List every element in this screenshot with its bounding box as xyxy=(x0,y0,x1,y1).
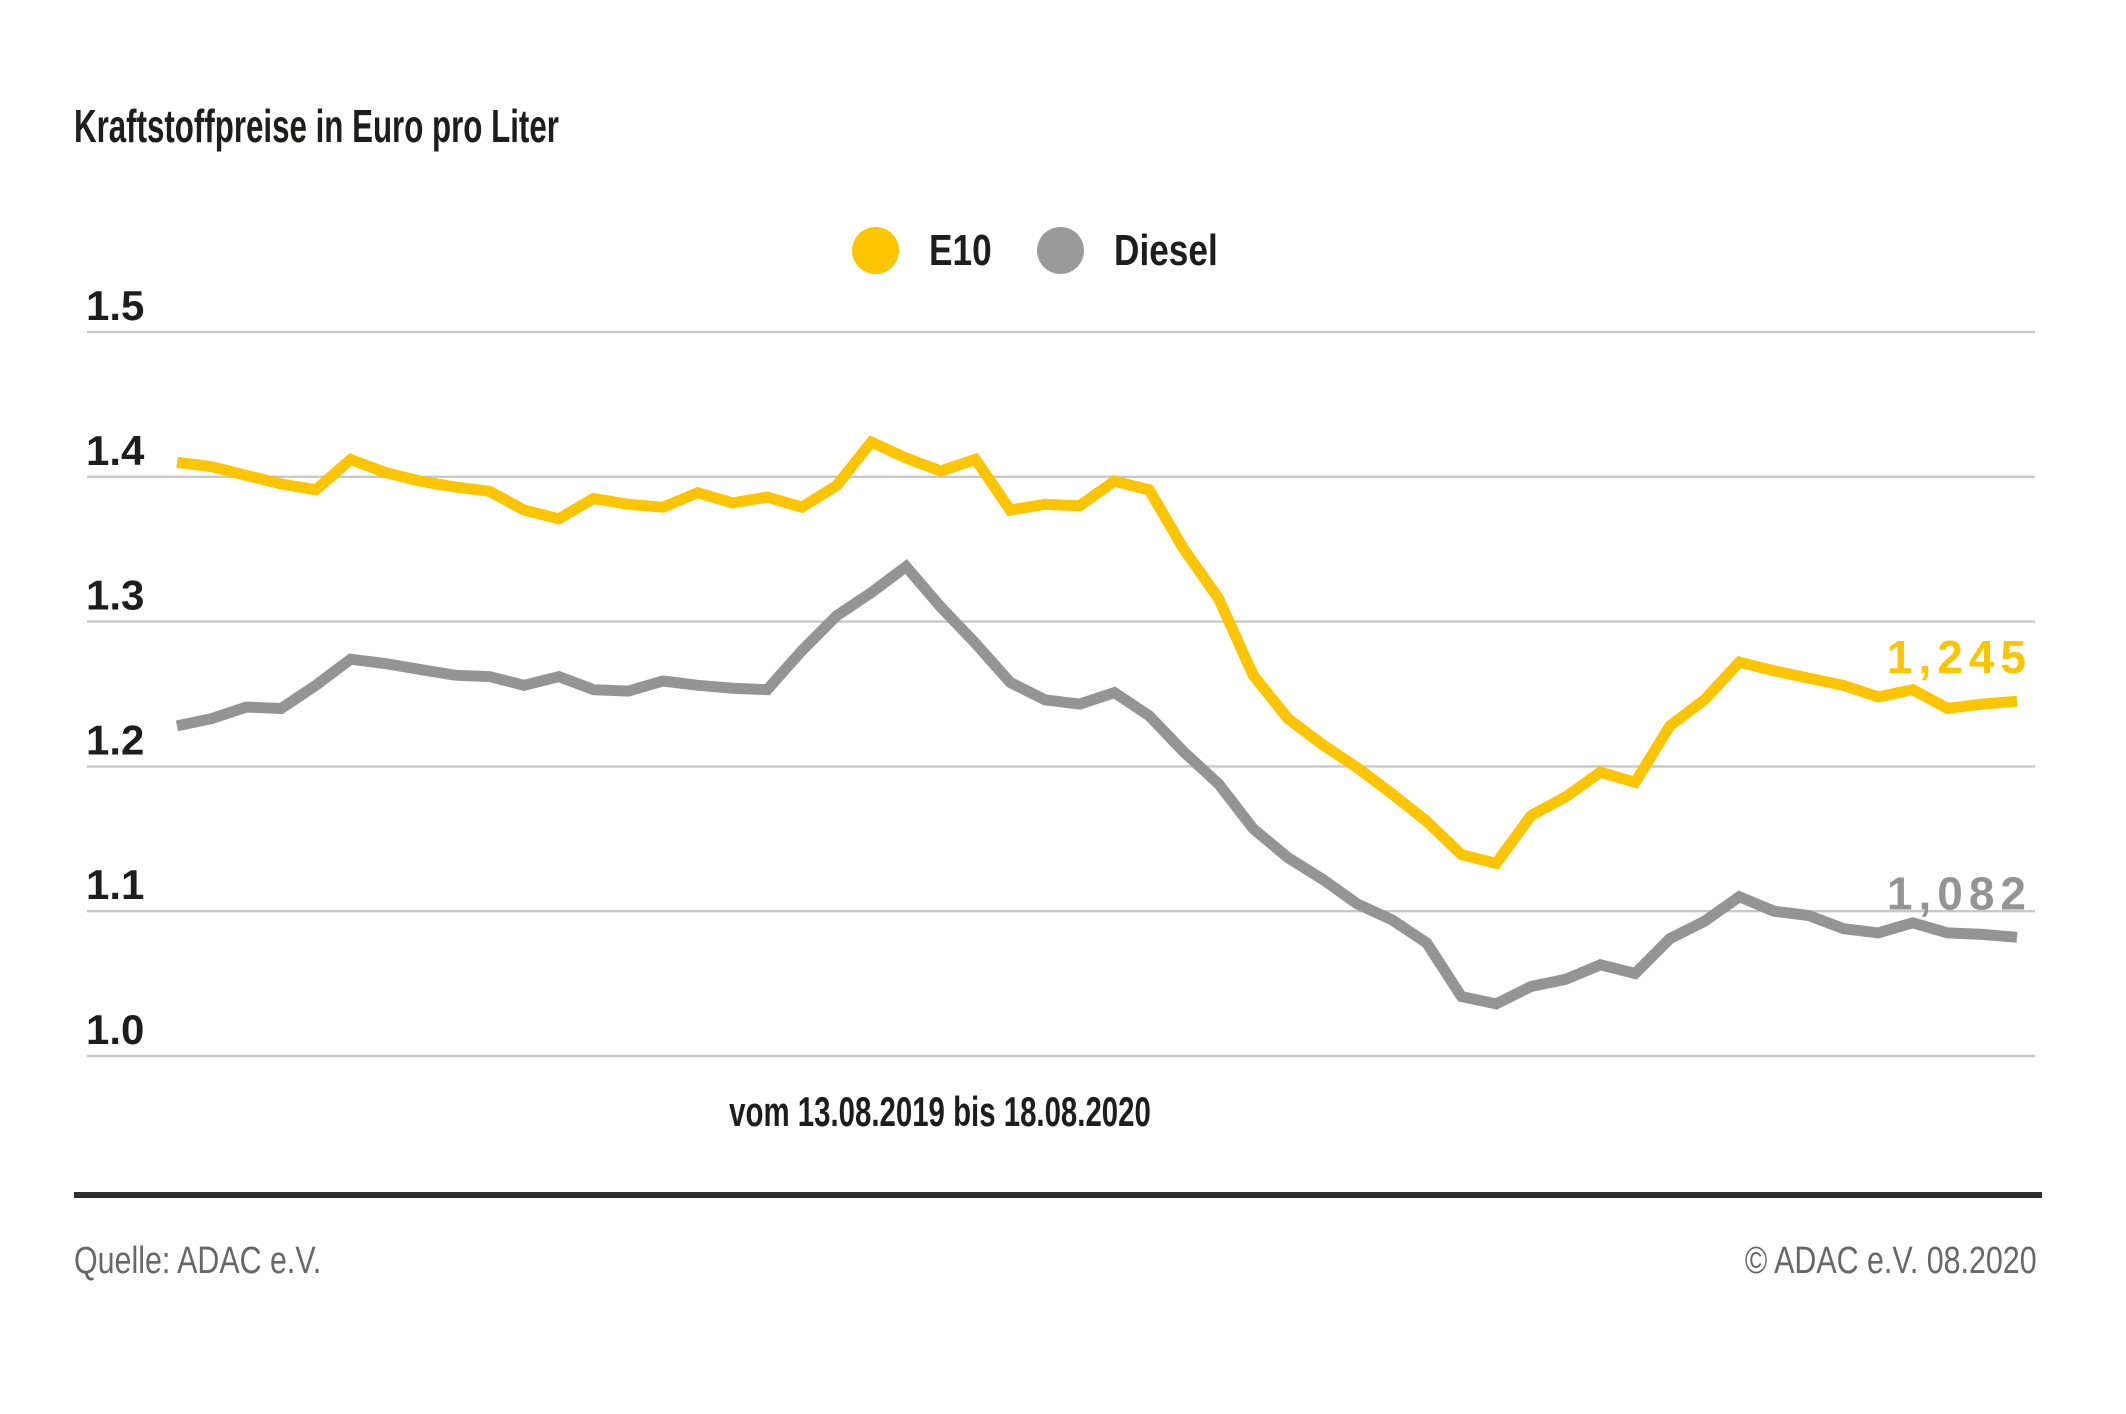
y-axis-label-1.0: 1.0 xyxy=(86,1006,144,1053)
y-axis-label-1.4: 1.4 xyxy=(86,427,145,474)
end-label-e10: 1,245 xyxy=(1887,631,2032,683)
legend-item-diesel: Diesel xyxy=(1037,227,1244,274)
legend-label-e10: E10 xyxy=(929,225,992,275)
legend-dot-diesel-icon xyxy=(1037,227,1085,274)
footer-divider xyxy=(74,1192,2042,1198)
legend: E10 Diesel xyxy=(852,227,1244,274)
legend-item-e10: E10 xyxy=(852,227,1007,274)
y-axis-label-1.1: 1.1 xyxy=(86,861,144,908)
series-line-diesel xyxy=(175,559,2018,1010)
source-text: Quelle: ADAC e.V. xyxy=(74,1240,322,1282)
copyright-text: © ADAC e.V. 08.2020 xyxy=(1745,1240,2037,1282)
page-title: Kraftstoffpreise in Euro pro Liter xyxy=(74,100,559,152)
legend-label-diesel: Diesel xyxy=(1114,225,1219,275)
end-label-diesel: 1,082 xyxy=(1887,867,2032,919)
y-axis-label-1.3: 1.3 xyxy=(86,572,144,619)
y-axis-label-1.2: 1.2 xyxy=(86,716,144,763)
series-line-e10 xyxy=(176,435,2018,870)
y-axis-label-1.5: 1.5 xyxy=(86,282,144,329)
x-axis-caption: vom 13.08.2019 bis 18.08.2020 xyxy=(729,1088,1151,1135)
legend-dot-e10-icon xyxy=(852,227,900,274)
